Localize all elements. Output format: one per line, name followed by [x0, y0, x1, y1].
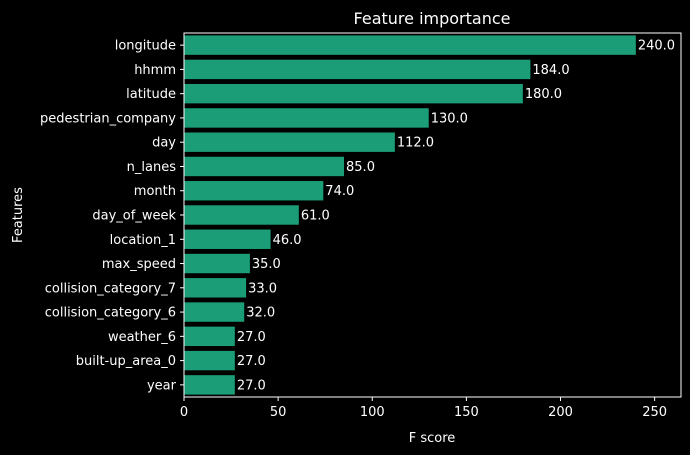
- bar-pedestrian_company: [184, 108, 429, 128]
- y-axis-label: Features: [11, 187, 26, 243]
- bar-value-label: 32.0: [246, 306, 275, 321]
- y-tick-label: built-up_area_0: [76, 354, 176, 369]
- y-tick-label: longitude: [115, 39, 176, 54]
- y-tick-label: n_lanes: [127, 160, 177, 175]
- bar-value-label: 27.0: [237, 354, 266, 369]
- y-tick-label: pedestrian_company: [40, 111, 176, 126]
- y-tick-label: day_of_week: [92, 209, 176, 224]
- x-axis-label: F score: [409, 431, 456, 446]
- bar-value-label: 46.0: [273, 233, 302, 248]
- bar-year: [184, 375, 235, 395]
- y-tick-label: day: [152, 136, 176, 151]
- bar-month: [184, 181, 324, 201]
- axis-spines: [183, 32, 682, 398]
- bar-value-label: 61.0: [301, 209, 330, 224]
- bar-built-up_area_0: [184, 350, 235, 371]
- y-tick-label: collision_category_7: [45, 281, 176, 296]
- y-tick-label: weather_6: [108, 330, 176, 345]
- bar-value-label: 27.0: [237, 378, 266, 393]
- plot-frame: [183, 32, 682, 398]
- x-tick-label: 0: [180, 405, 188, 420]
- bar-labels-group: 240.0 184.0 180.0 130.0 112.0 85.0 74.0 61.0 46.…: [237, 39, 675, 394]
- x-tick-label: 150: [454, 405, 479, 420]
- bar-value-label: 184.0: [532, 63, 569, 78]
- chart-title: Feature importance: [354, 9, 511, 28]
- x-tick-label: 50: [270, 405, 287, 420]
- x-tick-label: 100: [360, 405, 385, 420]
- bar-collision_category_7: [184, 278, 247, 298]
- x-tick-label: 200: [548, 405, 573, 420]
- bar-max_speed: [184, 253, 250, 274]
- y-tick-label: location_1: [110, 233, 176, 248]
- bar-day: [184, 132, 395, 152]
- y-tick-label: max_speed: [102, 257, 176, 272]
- x-axis-ticks: 0 50 100 150 200 250: [180, 397, 667, 420]
- y-axis-ticks: longitude hhmm latitude pedestrian_companyd…: [40, 39, 184, 393]
- y-tick-label: collision_category_6: [45, 306, 176, 321]
- y-tick-label: year: [147, 378, 177, 393]
- x-tick-label: 250: [642, 405, 667, 420]
- bar-n_lanes: [184, 156, 345, 177]
- bar-value-label: 112.0: [397, 136, 434, 151]
- bar-longitude: [184, 35, 636, 55]
- bar-location_1: [184, 229, 271, 249]
- y-tick-label: hhmm: [134, 63, 176, 78]
- y-tick-label: latitude: [126, 87, 176, 102]
- bar-latitude: [184, 83, 523, 104]
- bar-value-label: 35.0: [252, 257, 281, 272]
- bar-value-label: 74.0: [325, 184, 354, 199]
- y-tick-label: month: [134, 184, 176, 199]
- bars-group: [184, 35, 636, 395]
- bar-value-label: 85.0: [346, 160, 375, 175]
- bar-hhmm: [184, 59, 531, 80]
- bar-collision_category_6: [184, 302, 245, 322]
- bar-value-label: 27.0: [237, 330, 266, 345]
- bar-weather_6: [184, 326, 235, 347]
- bar-value-label: 180.0: [525, 87, 562, 102]
- bar-value-label: 240.0: [638, 39, 675, 54]
- bar-value-label: 33.0: [248, 281, 277, 296]
- bar-value-label: 130.0: [431, 111, 468, 126]
- bar-day_of_week: [184, 205, 299, 225]
